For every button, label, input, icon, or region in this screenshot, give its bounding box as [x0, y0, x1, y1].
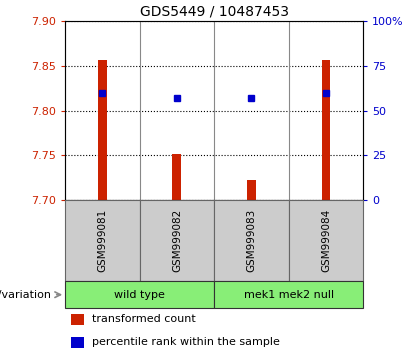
Text: percentile rank within the sample: percentile rank within the sample: [92, 337, 280, 348]
Text: wild type: wild type: [114, 290, 165, 300]
Text: GSM999081: GSM999081: [97, 209, 108, 272]
Title: GDS5449 / 10487453: GDS5449 / 10487453: [140, 5, 289, 19]
Text: GSM999082: GSM999082: [172, 209, 182, 272]
Bar: [214, 200, 289, 281]
Text: GSM999084: GSM999084: [321, 209, 331, 272]
Bar: [214, 281, 363, 308]
Bar: [173, 154, 181, 200]
Bar: [65, 281, 214, 308]
Text: transformed count: transformed count: [92, 314, 196, 325]
Text: genotype/variation: genotype/variation: [0, 290, 52, 300]
Bar: [98, 60, 107, 200]
Bar: [65, 200, 139, 281]
Bar: [71, 337, 84, 348]
Bar: [71, 314, 84, 325]
Bar: [322, 60, 331, 200]
Bar: [139, 200, 214, 281]
Text: mek1 mek2 null: mek1 mek2 null: [244, 290, 334, 300]
Text: GSM999083: GSM999083: [247, 209, 257, 272]
Bar: [247, 180, 256, 200]
Bar: [289, 200, 363, 281]
